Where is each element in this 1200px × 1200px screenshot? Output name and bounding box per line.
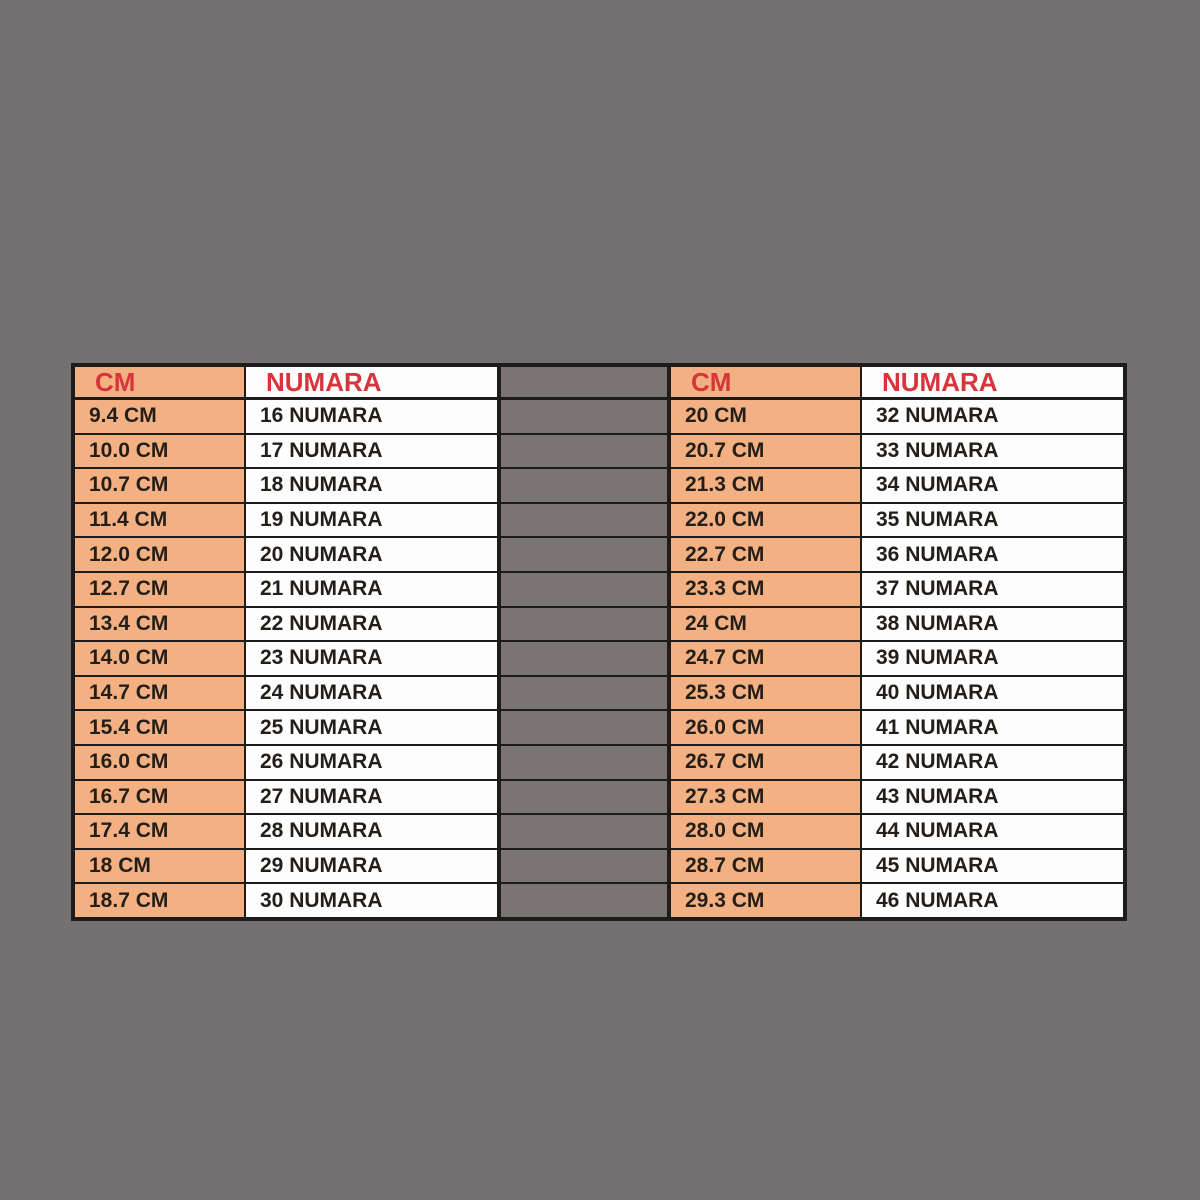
- right-numara-value-cell: 42 NUMARA: [861, 744, 1124, 780]
- left-numara-value-cell: 30 NUMARA: [245, 883, 498, 918]
- spacer-cell: [498, 606, 670, 642]
- left-numara-value-cell: 16 NUMARA: [245, 399, 498, 434]
- right-cm-value-cell: 29.3 CM: [670, 883, 861, 918]
- left-cm-value-cell: 15.4 CM: [74, 710, 245, 745]
- left-cm-value-cell: 13.4 CM: [74, 606, 245, 642]
- spacer-cell: [498, 468, 670, 503]
- right-cm-value-cell: 25.3 CM: [670, 675, 861, 711]
- right-cm-value-cell: 28.7 CM: [670, 848, 861, 884]
- spacer-cell: [498, 779, 670, 815]
- spacer-cell: [498, 675, 670, 711]
- right-cm-header: CM: [670, 366, 861, 399]
- right-cm-value-cell: 23.3 CM: [670, 571, 861, 607]
- right-numara-value-cell: 41 NUMARA: [861, 710, 1124, 745]
- spacer-cell: [498, 710, 670, 745]
- left-cm-value-cell: 18 CM: [74, 848, 245, 884]
- right-cm-value-cell: 26.7 CM: [670, 744, 861, 780]
- spacer-header-cell: [498, 366, 670, 399]
- right-numara-value-cell: 40 NUMARA: [861, 675, 1124, 711]
- left-cm-value-cell: 17.4 CM: [74, 814, 245, 849]
- right-cm-value-cell: 24.7 CM: [670, 641, 861, 676]
- spacer-cell: [498, 571, 670, 607]
- right-numara-value-cell: 37 NUMARA: [861, 571, 1124, 607]
- left-cm-value-cell: 11.4 CM: [74, 502, 245, 538]
- right-cm-value-cell: 27.3 CM: [670, 779, 861, 815]
- spacer-cell: [498, 537, 670, 572]
- spacer-cell: [498, 814, 670, 849]
- left-numara-value-cell: 17 NUMARA: [245, 433, 498, 469]
- left-cm-value-cell: 12.0 CM: [74, 537, 245, 572]
- spacer-cell: [498, 848, 670, 884]
- spacer-cell: [498, 433, 670, 469]
- size-conversion-table: CM NUMARA CM NUMARA 9.4 CM 16 NUMARA 20 CM…: [71, 363, 1127, 921]
- right-numara-value-cell: 44 NUMARA: [861, 814, 1124, 849]
- right-numara-header: NUMARA: [861, 366, 1124, 399]
- left-numara-value-cell: 29 NUMARA: [245, 848, 498, 884]
- right-cm-value-cell: 20 CM: [670, 399, 861, 434]
- right-cm-value-cell: 24 CM: [670, 606, 861, 642]
- left-numara-value-cell: 18 NUMARA: [245, 468, 498, 503]
- left-cm-value-cell: 10.0 CM: [74, 433, 245, 469]
- left-numara-value-cell: 19 NUMARA: [245, 502, 498, 538]
- left-numara-value-cell: 23 NUMARA: [245, 641, 498, 676]
- left-cm-value-cell: 16.0 CM: [74, 744, 245, 780]
- left-cm-value-cell: 12.7 CM: [74, 571, 245, 607]
- right-cm-value-cell: 21.3 CM: [670, 468, 861, 503]
- right-numara-value-cell: 34 NUMARA: [861, 468, 1124, 503]
- left-numara-value-cell: 20 NUMARA: [245, 537, 498, 572]
- left-cm-value-cell: 10.7 CM: [74, 468, 245, 503]
- left-numara-value-cell: 27 NUMARA: [245, 779, 498, 815]
- right-numara-value-cell: 43 NUMARA: [861, 779, 1124, 815]
- left-numara-value-cell: 25 NUMARA: [245, 710, 498, 745]
- spacer-cell: [498, 502, 670, 538]
- right-numara-value-cell: 35 NUMARA: [861, 502, 1124, 538]
- left-numara-value-cell: 24 NUMARA: [245, 675, 498, 711]
- left-cm-value-cell: 14.0 CM: [74, 641, 245, 676]
- right-numara-value-cell: 38 NUMARA: [861, 606, 1124, 642]
- right-cm-value-cell: 22.0 CM: [670, 502, 861, 538]
- right-cm-value-cell: 22.7 CM: [670, 537, 861, 572]
- right-numara-value-cell: 32 NUMARA: [861, 399, 1124, 434]
- spacer-cell: [498, 641, 670, 676]
- spacer-cell: [498, 744, 670, 780]
- right-numara-value-cell: 45 NUMARA: [861, 848, 1124, 884]
- left-cm-value-cell: 14.7 CM: [74, 675, 245, 711]
- right-cm-value-cell: 28.0 CM: [670, 814, 861, 849]
- right-numara-value-cell: 36 NUMARA: [861, 537, 1124, 572]
- left-cm-value-cell: 9.4 CM: [74, 399, 245, 434]
- spacer-cell: [498, 399, 670, 434]
- left-cm-value-cell: 16.7 CM: [74, 779, 245, 815]
- right-cm-value-cell: 26.0 CM: [670, 710, 861, 745]
- left-numara-value-cell: 22 NUMARA: [245, 606, 498, 642]
- left-numara-header: NUMARA: [245, 366, 498, 399]
- spacer-cell: [498, 883, 670, 918]
- left-cm-value-cell: 18.7 CM: [74, 883, 245, 918]
- left-numara-value-cell: 28 NUMARA: [245, 814, 498, 849]
- right-numara-value-cell: 46 NUMARA: [861, 883, 1124, 918]
- left-numara-value-cell: 26 NUMARA: [245, 744, 498, 780]
- right-numara-value-cell: 33 NUMARA: [861, 433, 1124, 469]
- right-numara-value-cell: 39 NUMARA: [861, 641, 1124, 676]
- left-cm-header: CM: [74, 366, 245, 399]
- right-cm-value-cell: 20.7 CM: [670, 433, 861, 469]
- left-numara-value-cell: 21 NUMARA: [245, 571, 498, 607]
